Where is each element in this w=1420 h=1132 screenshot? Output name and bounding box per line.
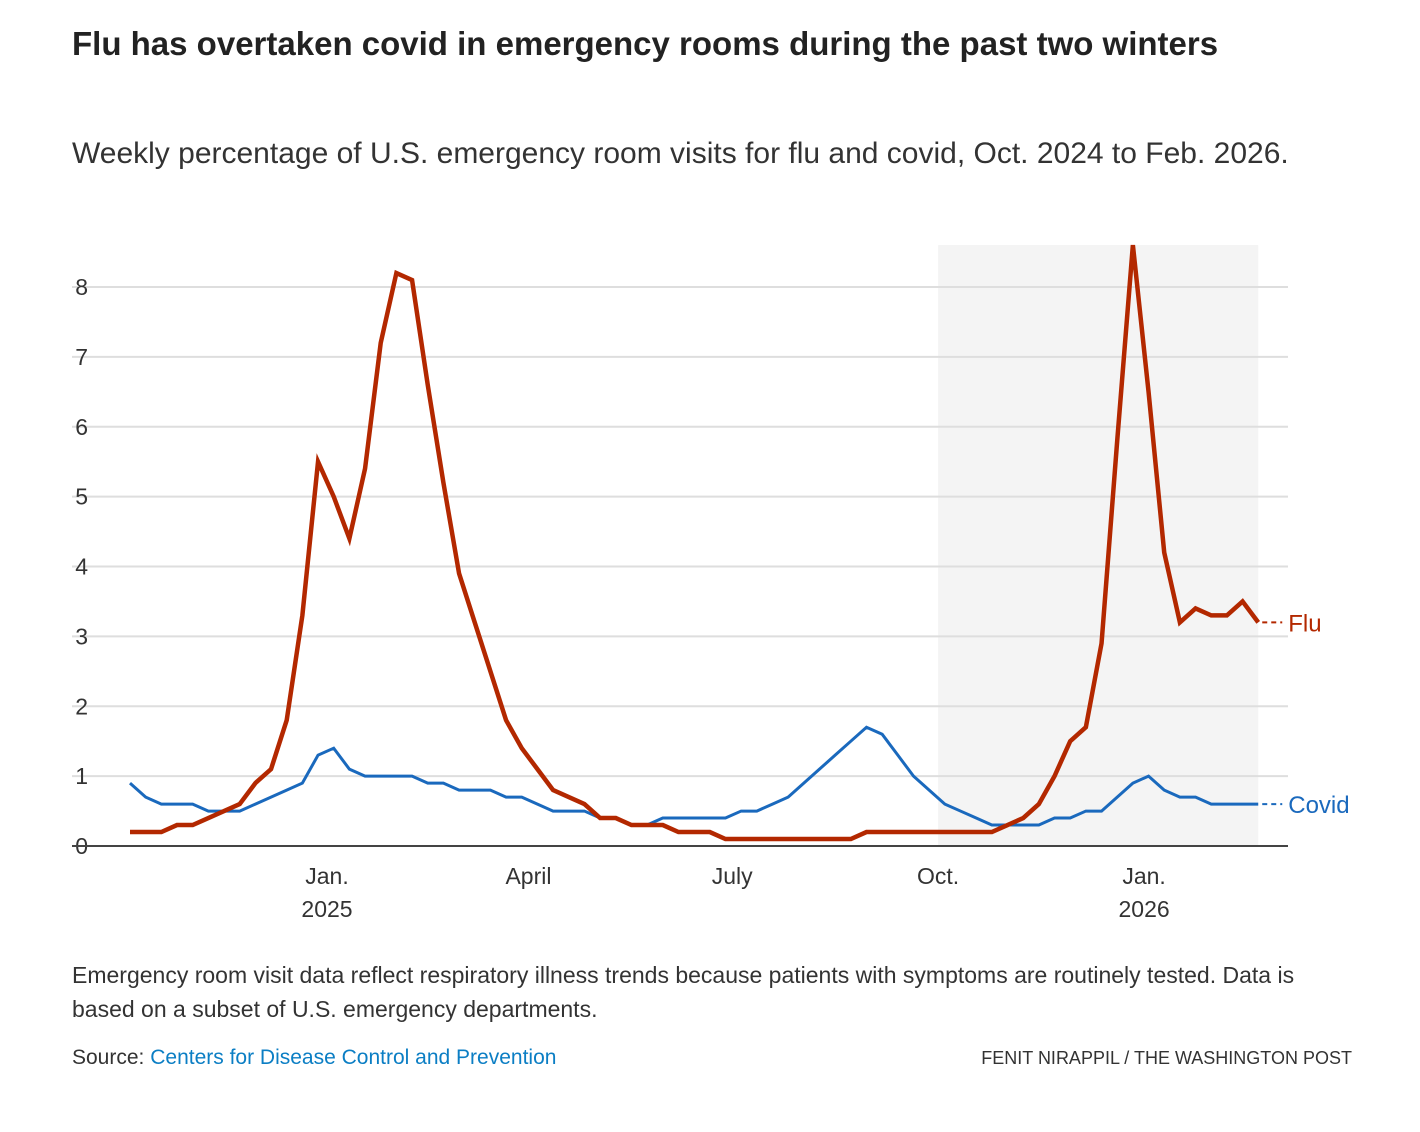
x-tick-sublabel: 2025: [301, 896, 352, 922]
source-line: Source: Centers for Disease Control and …: [72, 1046, 556, 1070]
y-tick-label: 4: [75, 554, 88, 580]
y-tick-label: 1: [75, 763, 88, 789]
byline-credit: Fenit Nirappil / The Washington Post: [981, 1048, 1352, 1068]
series-label-covid: Covid: [1288, 792, 1349, 819]
y-tick-label: 6: [75, 414, 88, 440]
x-tick-label: Oct.: [917, 863, 959, 889]
source-link[interactable]: Centers for Disease Control and Preventi…: [150, 1046, 557, 1069]
series-label-flu: Flu: [1288, 610, 1321, 637]
y-tick-label: 7: [75, 344, 88, 370]
highlight-band: [938, 245, 1259, 846]
x-tick-sublabel: 2026: [1118, 896, 1169, 922]
chart-subtitle: Weekly percentage of U.S. emergency room…: [72, 137, 1289, 170]
x-tick-label: Jan.: [305, 863, 348, 889]
source-label: Source:: [72, 1046, 145, 1069]
x-tick-label: April: [505, 863, 551, 889]
x-tick-label: July: [712, 863, 753, 889]
x-tick-label: Jan.: [1122, 863, 1165, 889]
y-tick-label: 8: [75, 274, 88, 300]
y-tick-label: 3: [75, 623, 88, 649]
chart-note: Emergency room visit data reflect respir…: [72, 962, 1295, 1022]
y-tick-label: 2: [75, 693, 88, 719]
chart-title: Flu has overtaken covid in emergency roo…: [72, 25, 1219, 62]
y-tick-label: 5: [75, 484, 88, 510]
